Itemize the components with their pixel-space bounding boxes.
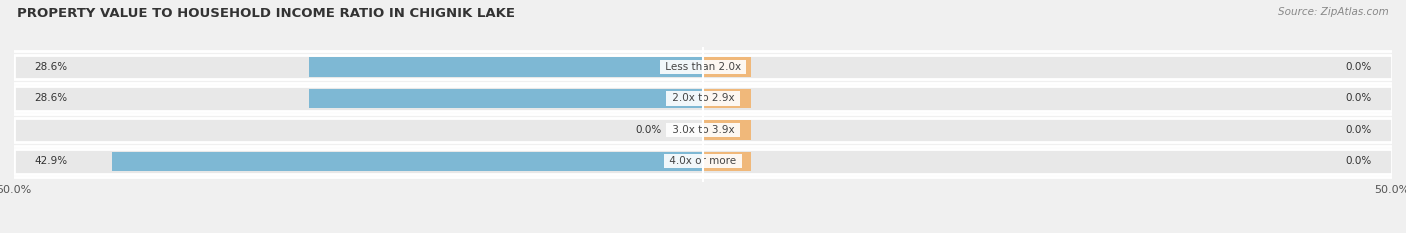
Text: 0.0%: 0.0% [1346, 93, 1371, 103]
Text: 28.6%: 28.6% [35, 93, 67, 103]
Text: Source: ZipAtlas.com: Source: ZipAtlas.com [1278, 7, 1389, 17]
Text: PROPERTY VALUE TO HOUSEHOLD INCOME RATIO IN CHIGNIK LAKE: PROPERTY VALUE TO HOUSEHOLD INCOME RATIO… [17, 7, 515, 20]
Bar [14, 55, 1392, 79]
Bar [309, 89, 703, 108]
Text: 42.9%: 42.9% [35, 156, 67, 166]
Bar [703, 89, 751, 108]
Bar [112, 152, 703, 171]
Text: 3.0x to 3.9x: 3.0x to 3.9x [669, 125, 737, 135]
Text: Less than 2.0x: Less than 2.0x [662, 62, 744, 72]
Bar [703, 152, 751, 171]
Bar [703, 120, 751, 140]
Bar [309, 57, 703, 77]
Bar [14, 118, 1392, 142]
Text: 0.0%: 0.0% [1346, 156, 1371, 166]
Text: 0.0%: 0.0% [636, 125, 662, 135]
Text: 2.0x to 2.9x: 2.0x to 2.9x [669, 93, 737, 103]
Bar [14, 86, 1392, 111]
Text: 28.6%: 28.6% [35, 62, 67, 72]
Text: 0.0%: 0.0% [1346, 62, 1371, 72]
Text: 4.0x or more: 4.0x or more [666, 156, 740, 166]
Bar [703, 57, 751, 77]
Bar [14, 149, 1392, 174]
Text: 0.0%: 0.0% [1346, 125, 1371, 135]
